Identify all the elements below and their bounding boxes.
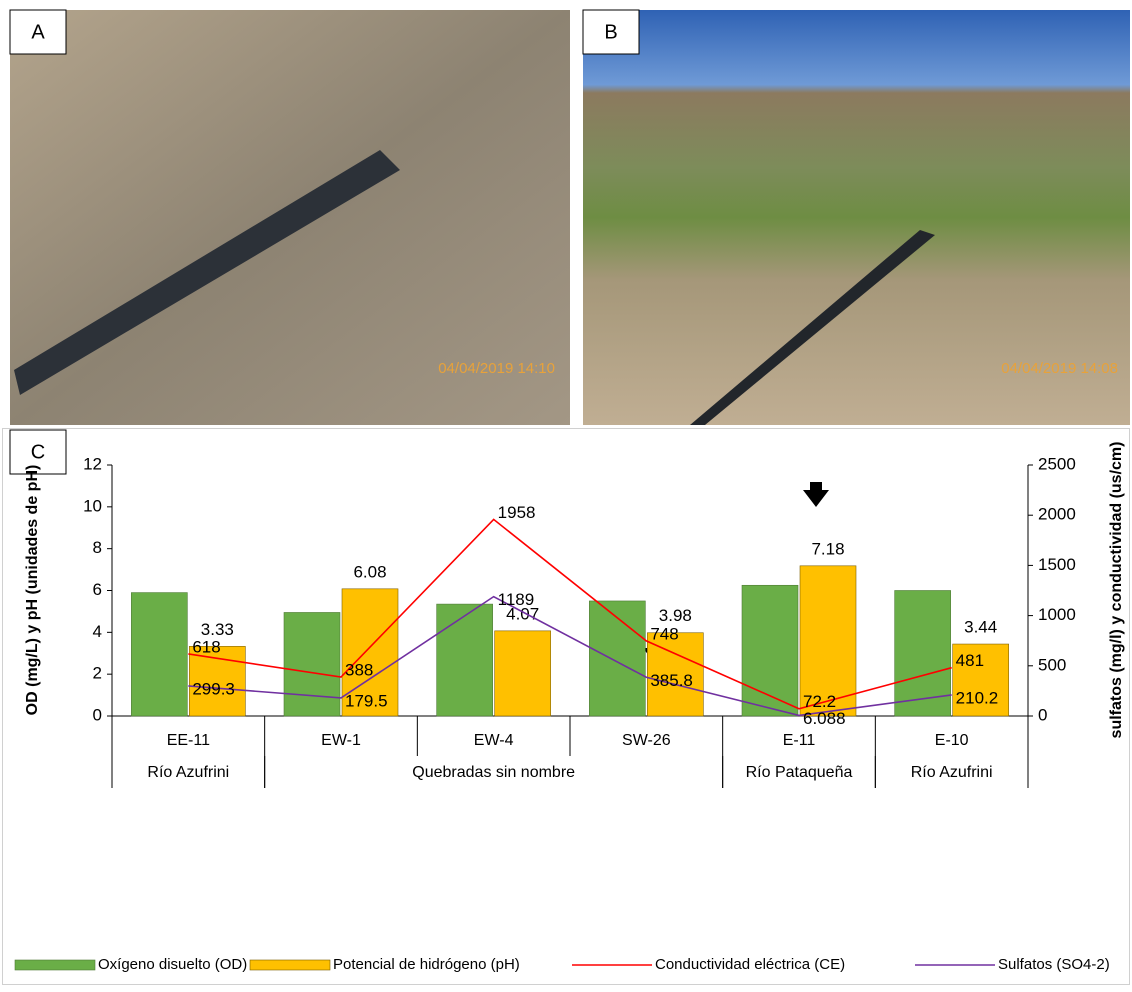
group-label: Río Azufrini bbox=[147, 764, 229, 781]
y2-tick-label: 2000 bbox=[1038, 505, 1076, 524]
timestamp: 04/04/2019 14:08 bbox=[1001, 360, 1118, 377]
bar bbox=[437, 604, 493, 716]
data-label: 3.33 bbox=[201, 620, 234, 639]
data-label: 385.8 bbox=[650, 671, 693, 690]
y2-tick-label: 1500 bbox=[1038, 555, 1076, 574]
y-tick-label: 12 bbox=[83, 454, 102, 473]
bar bbox=[131, 593, 187, 716]
data-label: 210.2 bbox=[956, 688, 999, 707]
y-tick-label: 10 bbox=[83, 496, 102, 515]
data-label: 618 bbox=[192, 637, 220, 656]
y-tick-label: 4 bbox=[93, 622, 102, 641]
data-label: 3.98 bbox=[659, 606, 692, 625]
bar bbox=[284, 612, 340, 716]
legend-label: Potencial de hidrógeno (pH) bbox=[333, 956, 520, 973]
data-label: 388 bbox=[345, 661, 373, 680]
data-label: 748 bbox=[650, 624, 678, 643]
legend-swatch bbox=[15, 960, 95, 970]
data-label: 481 bbox=[956, 651, 984, 670]
panel-label: A bbox=[31, 21, 45, 43]
y2-tick-label: 500 bbox=[1038, 655, 1066, 674]
y2-tick-label: 2500 bbox=[1038, 454, 1076, 473]
y-tick-label: 8 bbox=[93, 538, 102, 557]
bar bbox=[895, 591, 951, 717]
legend-label: Sulfatos (SO4-2) bbox=[998, 956, 1110, 973]
legend-swatch bbox=[250, 960, 330, 970]
timestamp: 04/04/2019 14:10 bbox=[438, 360, 555, 377]
bar bbox=[495, 631, 551, 716]
y-tick-label: 2 bbox=[93, 664, 102, 683]
page: {"panels":[{"label":"A","timestamp":"04/… bbox=[0, 0, 1132, 992]
group-label: Quebradas sin nombre bbox=[412, 764, 575, 781]
x-tick-label: EE-11 bbox=[167, 732, 210, 749]
data-label: 6.08 bbox=[353, 562, 386, 581]
y-tick-label: 0 bbox=[93, 705, 102, 724]
y2-tick-label: 0 bbox=[1038, 705, 1047, 724]
panel-label: C bbox=[31, 441, 45, 463]
y-axis-title: OD (mg/L) y pH (unidades de pH) bbox=[24, 465, 41, 716]
data-label: 1189 bbox=[498, 590, 535, 609]
group-label: Río Azufrini bbox=[911, 764, 993, 781]
data-label: 1958 bbox=[498, 503, 536, 522]
x-tick-label: SW-26 bbox=[622, 732, 671, 749]
x-tick-label: E-11 bbox=[783, 732, 816, 749]
legend-label: Conductividad eléctrica (CE) bbox=[655, 956, 845, 973]
y2-tick-label: 1000 bbox=[1038, 605, 1076, 624]
y2-axis-title: sulfatos (mg/l) y conductividad (us/cm) bbox=[1108, 442, 1125, 739]
figure: A 04/04/2019 14:10 B 04/04/2019 14:08 C … bbox=[0, 0, 1132, 987]
data-label: 179.5 bbox=[345, 691, 388, 710]
data-label: 7.18 bbox=[811, 539, 844, 558]
data-label: 6.088 bbox=[803, 709, 846, 728]
group-label: Río Pataqueña bbox=[746, 764, 853, 781]
x-tick-label: EW-1 bbox=[321, 732, 361, 749]
y-tick-label: 6 bbox=[93, 580, 102, 599]
legend-label: Oxígeno disuelto (OD) bbox=[98, 956, 247, 973]
data-label: 3.44 bbox=[964, 618, 997, 637]
x-tick-label: E-10 bbox=[935, 732, 969, 749]
data-label: 299.3 bbox=[192, 679, 235, 698]
panel-label: B bbox=[604, 21, 617, 43]
x-tick-label: EW-4 bbox=[474, 732, 514, 749]
